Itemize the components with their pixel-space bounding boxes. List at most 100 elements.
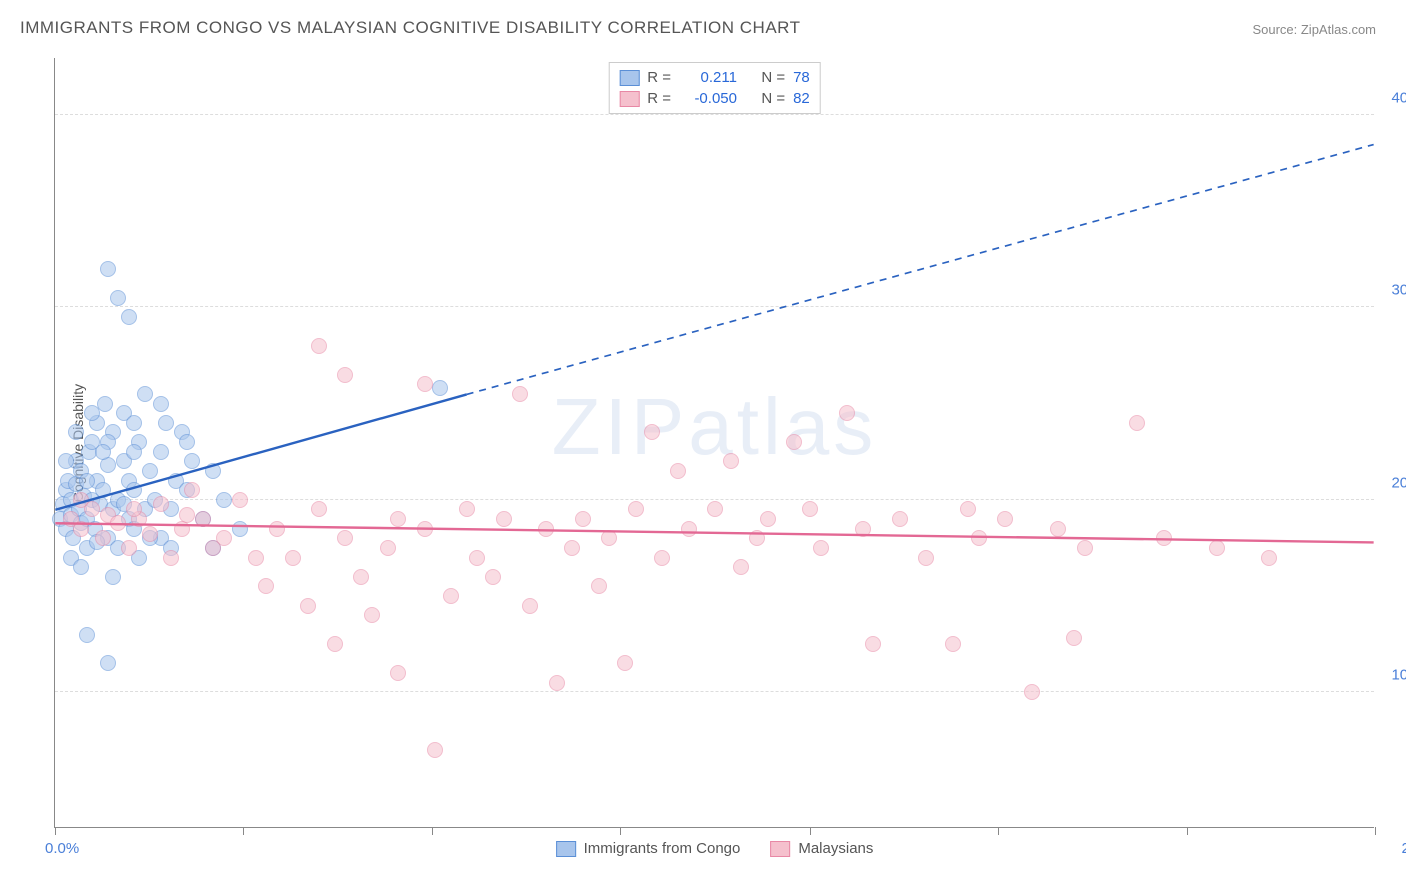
scatter-point bbox=[1156, 530, 1172, 546]
scatter-point bbox=[485, 569, 501, 585]
scatter-point bbox=[100, 655, 116, 671]
scatter-point bbox=[248, 550, 264, 566]
scatter-point bbox=[95, 444, 111, 460]
scatter-point bbox=[195, 511, 211, 527]
scatter-point bbox=[549, 675, 565, 691]
chart-plot-area: ZIPatlas Cognitive Disability R =0.211 N… bbox=[54, 58, 1374, 828]
scatter-point bbox=[179, 507, 195, 523]
scatter-point bbox=[110, 515, 126, 531]
stats-legend-row: R =0.211 N = 78 bbox=[619, 67, 810, 88]
scatter-point bbox=[918, 550, 934, 566]
scatter-point bbox=[205, 463, 221, 479]
scatter-point bbox=[84, 405, 100, 421]
y-tick-label: 10.0% bbox=[1391, 667, 1406, 684]
scatter-point bbox=[681, 521, 697, 537]
scatter-point bbox=[591, 578, 607, 594]
scatter-point bbox=[1209, 540, 1225, 556]
scatter-point bbox=[786, 434, 802, 450]
scatter-point bbox=[153, 396, 169, 412]
scatter-point bbox=[1129, 415, 1145, 431]
n-value: 78 bbox=[793, 69, 810, 86]
scatter-point bbox=[892, 511, 908, 527]
scatter-point bbox=[285, 550, 301, 566]
scatter-point bbox=[121, 540, 137, 556]
y-tick-label: 20.0% bbox=[1391, 474, 1406, 491]
x-tick bbox=[998, 827, 999, 835]
scatter-point bbox=[459, 501, 475, 517]
trend-line-solid bbox=[55, 523, 1373, 542]
stats-legend: R =0.211 N = 78R =-0.050 N = 82 bbox=[608, 62, 821, 114]
scatter-point bbox=[564, 540, 580, 556]
y-tick-label: 40.0% bbox=[1391, 89, 1406, 106]
scatter-point bbox=[512, 386, 528, 402]
scatter-point bbox=[232, 521, 248, 537]
legend-swatch bbox=[619, 70, 639, 86]
scatter-point bbox=[327, 636, 343, 652]
scatter-point bbox=[216, 530, 232, 546]
scatter-point bbox=[73, 492, 89, 508]
trend-lines-layer bbox=[55, 58, 1374, 827]
scatter-point bbox=[654, 550, 670, 566]
scatter-point bbox=[432, 380, 448, 396]
scatter-point bbox=[100, 261, 116, 277]
series-legend-item: Immigrants from Congo bbox=[556, 840, 741, 857]
scatter-point bbox=[158, 415, 174, 431]
gridline-horizontal bbox=[55, 499, 1374, 500]
scatter-point bbox=[258, 578, 274, 594]
scatter-point bbox=[971, 530, 987, 546]
y-tick-label: 30.0% bbox=[1391, 282, 1406, 299]
scatter-point bbox=[670, 463, 686, 479]
n-value: 82 bbox=[793, 90, 810, 107]
x-tick bbox=[55, 827, 56, 835]
x-tick-label: 25.0% bbox=[1401, 840, 1406, 857]
scatter-point bbox=[1050, 521, 1066, 537]
scatter-point bbox=[126, 415, 142, 431]
scatter-point bbox=[110, 290, 126, 306]
scatter-point bbox=[733, 559, 749, 575]
r-label: R = bbox=[647, 90, 671, 107]
scatter-point bbox=[79, 627, 95, 643]
scatter-point bbox=[58, 453, 74, 469]
scatter-point bbox=[216, 492, 232, 508]
scatter-point bbox=[1024, 684, 1040, 700]
legend-swatch bbox=[556, 841, 576, 857]
series-legend-label: Malaysians bbox=[798, 840, 873, 857]
n-label: N = bbox=[761, 69, 785, 86]
scatter-point bbox=[73, 559, 89, 575]
scatter-point bbox=[300, 598, 316, 614]
scatter-point bbox=[723, 453, 739, 469]
scatter-point bbox=[311, 338, 327, 354]
scatter-point bbox=[311, 501, 327, 517]
scatter-point bbox=[644, 424, 660, 440]
scatter-point bbox=[269, 521, 285, 537]
scatter-point bbox=[522, 598, 538, 614]
gridline-horizontal bbox=[55, 691, 1374, 692]
scatter-point bbox=[153, 496, 169, 512]
scatter-point bbox=[427, 742, 443, 758]
scatter-point bbox=[617, 655, 633, 671]
scatter-point bbox=[126, 444, 142, 460]
scatter-point bbox=[95, 482, 111, 498]
x-tick bbox=[1375, 827, 1376, 835]
scatter-point bbox=[1077, 540, 1093, 556]
scatter-point bbox=[153, 444, 169, 460]
scatter-point bbox=[855, 521, 871, 537]
x-tick bbox=[432, 827, 433, 835]
scatter-point bbox=[121, 309, 137, 325]
scatter-point bbox=[184, 482, 200, 498]
scatter-point bbox=[443, 588, 459, 604]
x-tick bbox=[810, 827, 811, 835]
scatter-point bbox=[95, 530, 111, 546]
scatter-point bbox=[1066, 630, 1082, 646]
r-label: R = bbox=[647, 69, 671, 86]
x-tick-label: 0.0% bbox=[45, 840, 79, 857]
stats-legend-row: R =-0.050 N = 82 bbox=[619, 88, 810, 109]
scatter-point bbox=[469, 550, 485, 566]
r-value: -0.050 bbox=[679, 90, 737, 107]
watermark-text: ZIPatlas bbox=[552, 381, 877, 473]
series-legend-label: Immigrants from Congo bbox=[584, 840, 741, 857]
scatter-point bbox=[960, 501, 976, 517]
series-legend: Immigrants from Congo Malaysians bbox=[556, 840, 874, 857]
scatter-point bbox=[601, 530, 617, 546]
scatter-point bbox=[707, 501, 723, 517]
